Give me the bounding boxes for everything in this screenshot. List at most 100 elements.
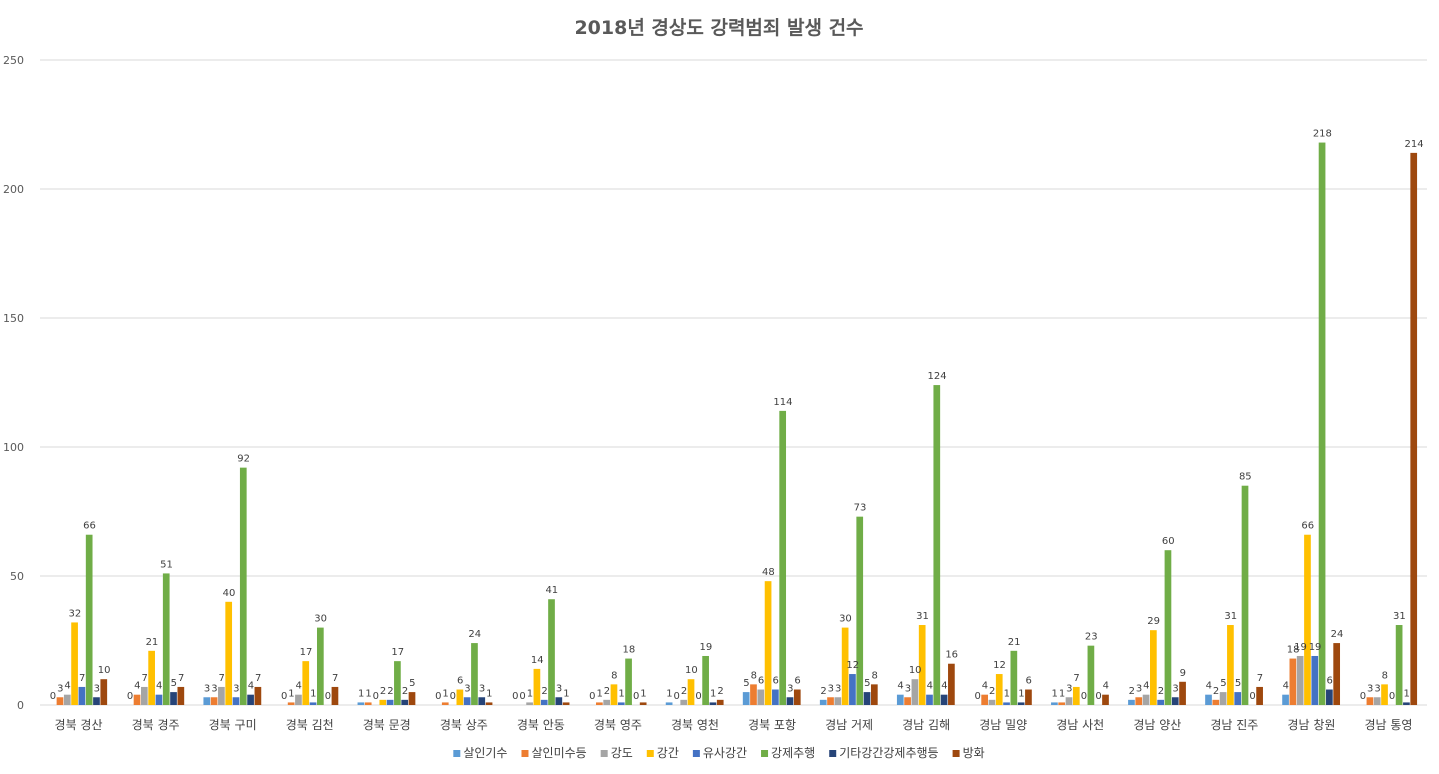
data-label: 0	[373, 691, 379, 702]
bar	[1212, 699, 1220, 705]
bar	[896, 694, 904, 705]
legend-swatch	[692, 750, 700, 757]
bar	[357, 702, 365, 705]
data-label: 3	[211, 683, 217, 694]
data-label: 8	[611, 670, 617, 681]
bar	[665, 702, 673, 705]
bar	[1381, 684, 1388, 705]
data-label: 1	[365, 688, 371, 699]
bar	[478, 697, 486, 705]
data-label: 4	[64, 681, 70, 692]
bar	[148, 650, 155, 705]
data-label: 4	[1143, 681, 1149, 692]
bar	[1227, 625, 1234, 705]
bar	[1403, 702, 1410, 705]
legend-label: 살인미수등	[531, 746, 586, 760]
data-label: 1	[596, 688, 602, 699]
bar	[1142, 694, 1150, 705]
data-label: 19	[1309, 642, 1322, 653]
x-category-label: 경남 양산	[1133, 718, 1181, 732]
bar	[1304, 534, 1311, 705]
data-label: 4	[927, 681, 933, 692]
data-label: 1	[563, 688, 569, 699]
data-label: 2	[717, 686, 723, 697]
bar	[1395, 625, 1403, 705]
data-label: 4	[941, 681, 947, 692]
bar	[603, 699, 611, 705]
data-label: 29	[1147, 616, 1160, 627]
legend-swatch	[829, 750, 837, 757]
bar	[302, 661, 310, 705]
y-tick-label: 150	[3, 312, 24, 325]
data-label: 1	[442, 688, 448, 699]
data-label: 0	[1249, 691, 1255, 702]
data-label: 24	[468, 629, 481, 640]
y-axis-ticks: 0 50 100 150 200 250	[3, 54, 24, 712]
data-label: 1	[310, 688, 316, 699]
data-label: 2	[1129, 686, 1135, 697]
legend-swatch	[453, 750, 461, 757]
data-label: 2	[387, 686, 393, 697]
bar	[548, 599, 555, 705]
bar	[239, 467, 247, 705]
bar	[1234, 692, 1242, 705]
bar	[639, 702, 647, 705]
data-label: 24	[1331, 629, 1344, 640]
x-category-label: 경북 안동	[517, 718, 565, 732]
bar	[856, 516, 864, 705]
data-label: 4	[296, 681, 302, 692]
bar	[1366, 697, 1374, 705]
data-label: 0	[589, 691, 595, 702]
x-category-label: 경남 진주	[1210, 718, 1258, 732]
data-label: 1	[666, 688, 672, 699]
x-category-label: 경북 경주	[132, 718, 180, 732]
x-category-label: 경남 통영	[1364, 718, 1412, 732]
data-label: 0	[325, 691, 331, 702]
data-label: 30	[314, 614, 327, 625]
data-label: 0	[281, 691, 287, 702]
bar	[1065, 697, 1073, 705]
data-label: 8	[751, 670, 757, 681]
data-label: 1	[1059, 688, 1065, 699]
data-label: 3	[94, 683, 100, 694]
data-label: 17	[300, 647, 313, 658]
data-label: 66	[83, 521, 96, 532]
data-label: 7	[1257, 673, 1263, 684]
data-label: 30	[839, 614, 852, 625]
data-label: 4	[1103, 681, 1109, 692]
data-label: 18	[622, 645, 635, 656]
data-label: 12	[846, 660, 859, 671]
data-label: 3	[1136, 683, 1142, 694]
x-category-label: 경남 밀양	[979, 718, 1027, 732]
x-axis-categories: 경북 경산 경북 경주 경북 구미 경북 김천 경북 문경 경북 상주 경북 안동 경북 영주…	[55, 717, 1413, 732]
data-label: 2	[380, 686, 386, 697]
data-label: 2	[1158, 686, 1164, 697]
bar	[911, 679, 919, 705]
data-label: 92	[237, 454, 250, 465]
bar	[1150, 630, 1157, 705]
bar	[1219, 692, 1227, 705]
data-label: 3	[1374, 683, 1380, 694]
data-label: 7	[1073, 673, 1079, 684]
bar	[1179, 681, 1186, 705]
data-label: 0	[1389, 691, 1395, 702]
bar	[1326, 689, 1333, 705]
data-label: 6	[772, 676, 778, 687]
bar	[933, 385, 941, 705]
data-label: 4	[248, 681, 254, 692]
bar	[988, 699, 996, 705]
bar	[1311, 655, 1319, 705]
bar	[78, 686, 86, 705]
bar	[177, 686, 185, 705]
data-label: 7	[178, 673, 184, 684]
bar	[287, 702, 295, 705]
bar	[254, 686, 262, 705]
data-label: 6	[1326, 676, 1332, 687]
data-label: 7	[141, 673, 147, 684]
y-tick-label: 250	[3, 54, 24, 67]
bar	[85, 534, 93, 705]
bar	[1282, 694, 1289, 705]
bar	[526, 702, 533, 705]
